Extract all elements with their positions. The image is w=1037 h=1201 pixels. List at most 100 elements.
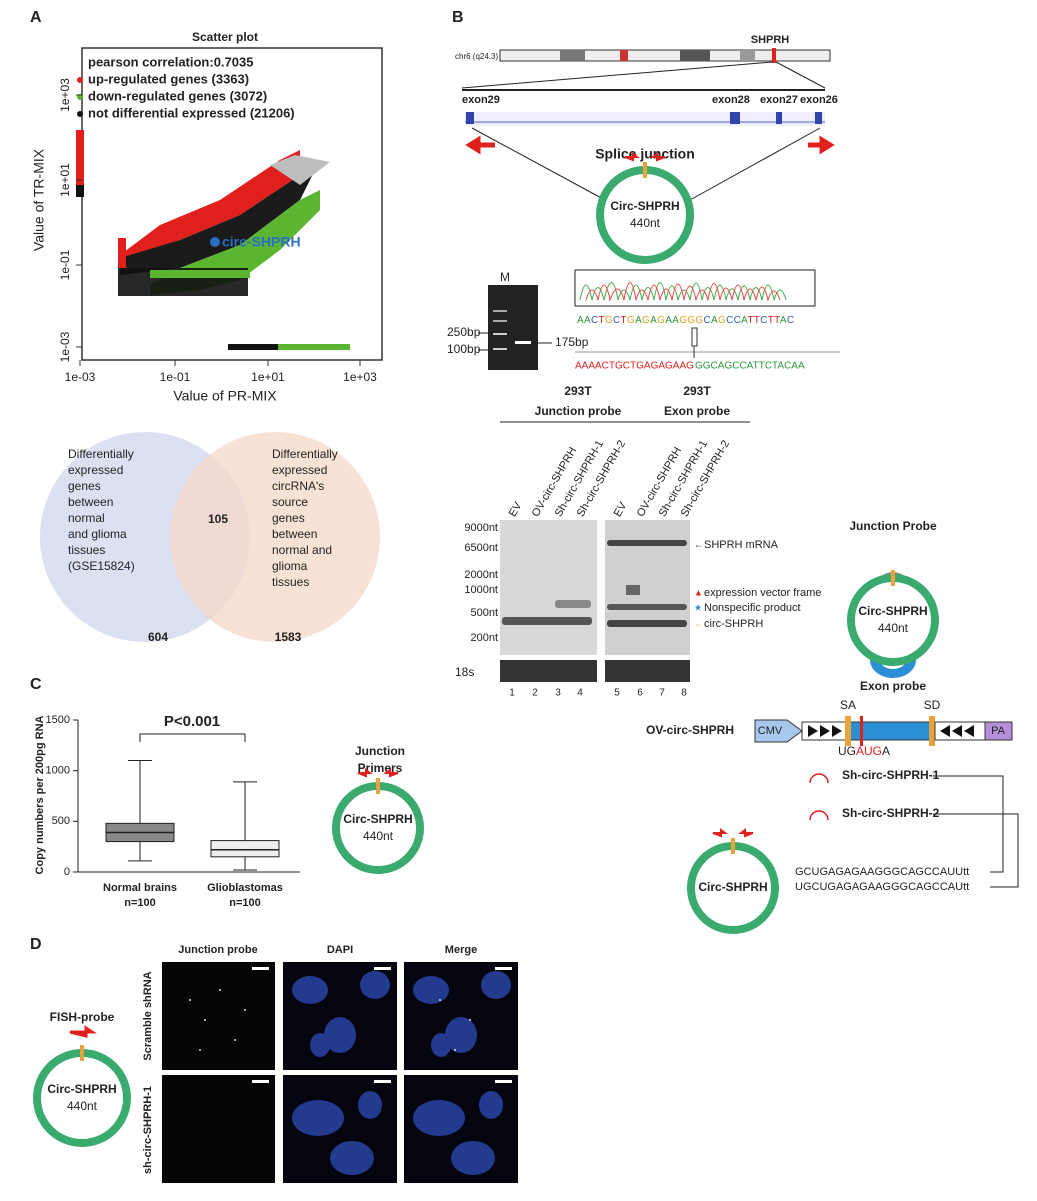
row-label: Scramble shRNA: [142, 971, 154, 1060]
junction-box: [691, 327, 698, 347]
junction: [891, 570, 895, 586]
exon-label: exon28: [712, 94, 750, 106]
circle-name: Circ-SHPRH: [698, 880, 767, 894]
lane-number: 6: [637, 688, 643, 699]
x-tick-label: n=100: [124, 897, 156, 909]
blot-band: [502, 617, 592, 625]
codon-part: AUG: [856, 744, 882, 758]
junction: [376, 778, 380, 794]
connector: [933, 813, 1019, 888]
venn-right: [170, 432, 380, 642]
lane-number: 3: [555, 688, 561, 699]
venn-text: circRNA's: [272, 479, 324, 493]
trace: [579, 282, 787, 301]
gel-ladder: [493, 333, 507, 335]
sd-site: [929, 716, 935, 746]
shrna: Sh-circ-SHPRH-2: [842, 806, 940, 820]
y-axis-label: Copy numbers per 200pg RNA: [34, 715, 46, 874]
codon-part: UG: [838, 744, 856, 758]
primer: [712, 828, 728, 838]
nuclei: [292, 971, 511, 1175]
band-marker: ★: [694, 602, 702, 612]
construct-name: OV-circ-SHPRH: [646, 723, 734, 737]
exon-peak: [730, 112, 740, 124]
p-bracket: [139, 733, 246, 742]
venn-count: 604: [148, 630, 168, 644]
panel-label: A: [30, 9, 42, 26]
x-tick-label: 1e-01: [160, 370, 191, 384]
x-tick-label: 1e+01: [251, 370, 285, 384]
size-marker: 9000nt: [464, 522, 498, 534]
gel-ladder: [493, 320, 507, 322]
column-header: DAPI: [327, 944, 353, 956]
circ-rna: [33, 1049, 131, 1147]
loading-label: 18s: [455, 665, 474, 679]
chromatogram: [574, 269, 816, 307]
down-row: [278, 344, 350, 350]
pointer: [689, 127, 821, 201]
y-tick-label: 500: [52, 815, 70, 827]
promoter: CMV: [758, 725, 783, 737]
up-column: [76, 130, 84, 185]
lane-number: 2: [532, 688, 538, 699]
site-label: SD: [924, 698, 941, 712]
y-tick-label: 1000: [46, 765, 70, 777]
probe-title: Junction Probe: [849, 519, 937, 533]
scale-bars: [252, 967, 512, 1083]
target-seq: GCUGAGAGAAGGGCAGCCAUUtt: [795, 866, 969, 878]
exon-label: exon26: [800, 94, 838, 106]
cell-line: 293T: [683, 384, 711, 398]
column-header: Merge: [445, 944, 477, 956]
target-seq: UGCUGAGAGAAGGGCAGCCAUtt: [795, 881, 969, 893]
band-marker: ←: [694, 539, 703, 549]
venn-text: and glioma: [68, 527, 127, 541]
shrna-arc: [809, 773, 829, 784]
blot-band: [607, 604, 687, 610]
shrna-arc: [809, 810, 829, 821]
size-marker: 500nt: [470, 607, 498, 619]
box: [210, 840, 280, 858]
loading-strip: [500, 660, 597, 682]
row-label: sh-circ-SHPRH-1: [142, 1086, 154, 1174]
up-column: [118, 238, 126, 268]
circle-size: 440nt: [878, 621, 909, 635]
x-axis-label: Value of PR-MIX: [173, 388, 277, 404]
lane-label: EV: [612, 500, 630, 519]
highlight-point: [210, 237, 220, 247]
band-label: circ-SHPRH: [704, 618, 763, 630]
band: [740, 50, 755, 61]
legend-dot: [77, 77, 83, 83]
circle-name: Circ-SHPRH: [610, 199, 679, 213]
primer: [738, 828, 754, 838]
sequence: AACTGCTGAGAGAAGGGCAGCCATTCTTAC: [577, 315, 794, 326]
shrna: Sh-circ-SHPRH-1: [842, 768, 940, 782]
y-tick-label: 1e-01: [58, 249, 72, 280]
y-tick-label: 1e+03: [58, 78, 72, 112]
connector: [933, 775, 1004, 873]
primer: [650, 152, 666, 162]
junction: [80, 1045, 84, 1061]
circle-size: 440nt: [630, 216, 661, 230]
legend-text: up-regulated genes (3363): [88, 71, 249, 86]
probe-name: Junction probe: [535, 404, 622, 418]
annotation: circ-SHPRH: [222, 234, 301, 250]
size-marker: 6500nt: [464, 542, 498, 554]
zoom-line: [775, 61, 826, 89]
start-site: [860, 716, 863, 746]
venn-overlap: 105: [208, 512, 228, 526]
circle-name: Circ-SHPRH: [47, 1082, 116, 1096]
gel-ladder: [493, 348, 507, 350]
legend-text: not differential expressed (21206): [88, 105, 295, 120]
neutral-cloud: [120, 160, 320, 275]
gel-image: [488, 285, 538, 370]
locus-mark: [772, 48, 776, 63]
micrograph: [162, 1075, 275, 1183]
column-header: Junction probe: [178, 944, 257, 956]
exon-label: exon29: [462, 94, 500, 106]
x-tick-label: Normal brains: [103, 882, 177, 894]
legend-text: pearson correlation:0.7035: [88, 54, 253, 69]
junction: [731, 838, 735, 854]
site-label: SA: [840, 698, 856, 712]
blot-band: [555, 600, 591, 608]
